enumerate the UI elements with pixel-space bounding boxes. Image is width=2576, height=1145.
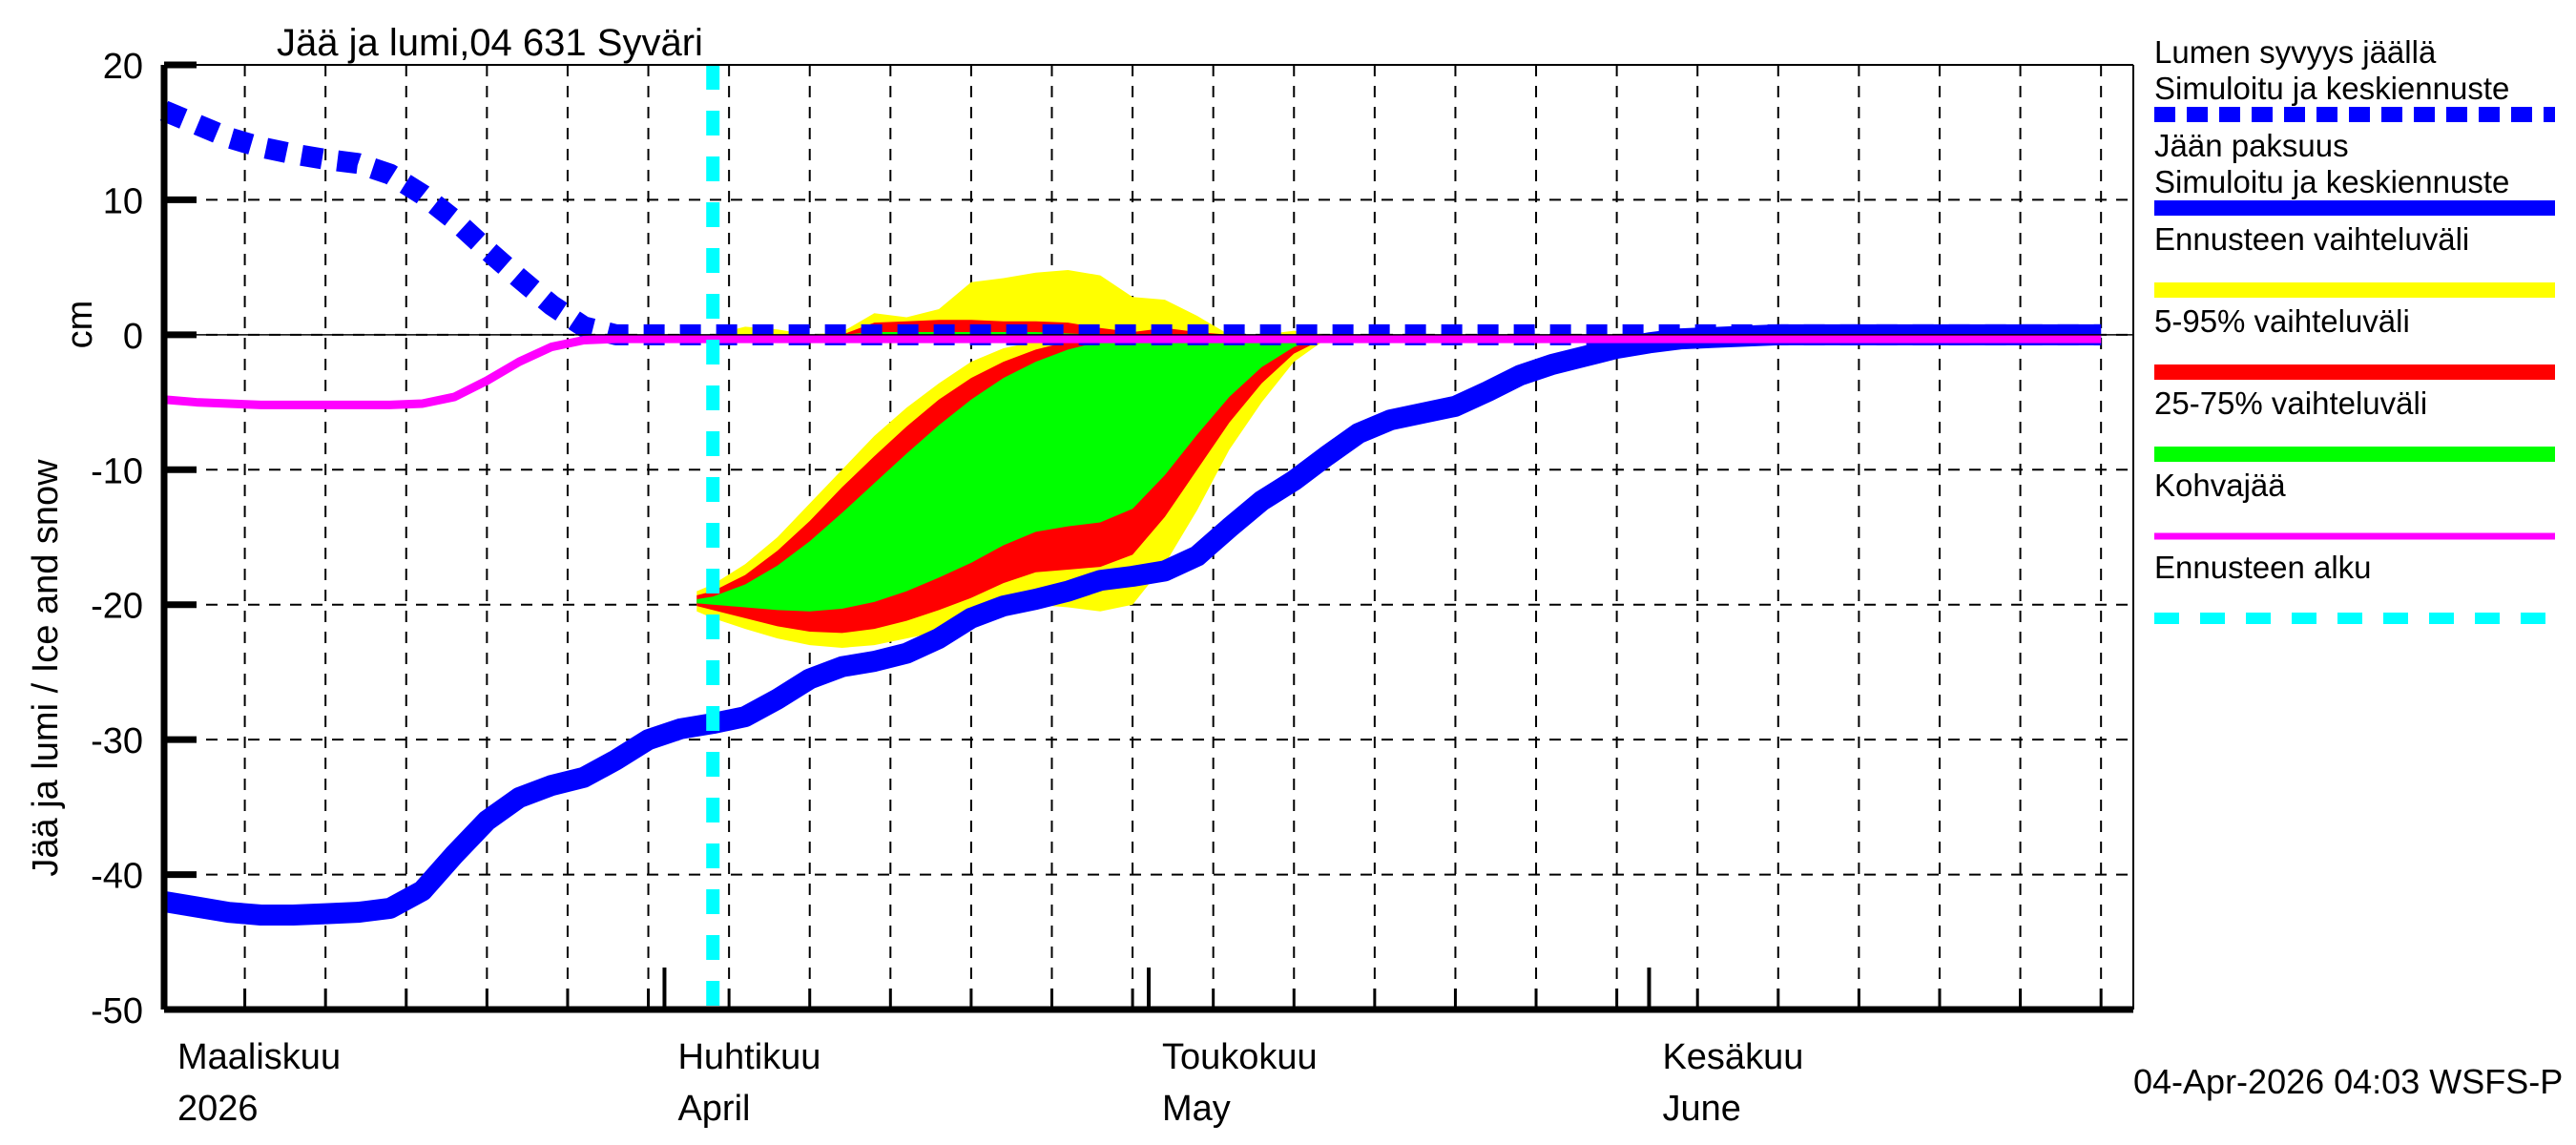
y-tick-label: 10 bbox=[103, 181, 143, 221]
y-tick-label: -10 bbox=[91, 451, 143, 491]
legend-title-2: Ennusteen vaihteluväli bbox=[2154, 221, 2469, 257]
legend-title-4: 25-75% vaihteluväli bbox=[2154, 385, 2427, 421]
y-tick-label: -30 bbox=[91, 721, 143, 761]
legend-title-0: Lumen syvyys jäällä bbox=[2154, 34, 2437, 70]
x-month-label-fi: Toukokuu bbox=[1162, 1037, 1318, 1077]
x-month-label-en: April bbox=[677, 1089, 750, 1129]
legend-subtitle-1: Simuloitu ja keskiennuste bbox=[2154, 164, 2509, 199]
y-axis-unit: cm bbox=[60, 301, 100, 349]
x-month-label-en: May bbox=[1162, 1089, 1231, 1129]
snow-forecast-band-min-max bbox=[696, 269, 1327, 335]
x-month-label-fi: Kesäkuu bbox=[1662, 1037, 1803, 1077]
x-month-label-en: June bbox=[1662, 1089, 1740, 1129]
x-month-label-en: 2026 bbox=[177, 1089, 259, 1129]
y-tick-label: 0 bbox=[123, 317, 143, 357]
footer-timestamp: 04-Apr-2026 04:03 WSFS-P bbox=[2133, 1062, 2563, 1101]
legend-title-3: 5-95% vaihteluväli bbox=[2154, 303, 2410, 339]
y-tick-label: -40 bbox=[91, 857, 143, 897]
x-month-label-fi: Maaliskuu bbox=[177, 1037, 341, 1077]
x-month-label-fi: Huhtikuu bbox=[677, 1037, 821, 1077]
legend-title-1: Jään paksuus bbox=[2154, 128, 2349, 163]
legend-subtitle-0: Simuloitu ja keskiennuste bbox=[2154, 71, 2509, 106]
legend-title-6: Ennusteen alku bbox=[2154, 550, 2372, 585]
y-tick-label: -20 bbox=[91, 587, 143, 627]
chart-title: Jää ja lumi,04 631 Syväri bbox=[277, 22, 703, 64]
legend-title-5: Kohvajää bbox=[2154, 468, 2286, 503]
y-tick-label: -50 bbox=[91, 991, 143, 1031]
ice-forecast-band-p25-75 bbox=[696, 336, 1327, 612]
y-tick-label: 20 bbox=[103, 47, 143, 87]
series-kohvajaa bbox=[163, 334, 2102, 409]
y-axis-label: Jää ja lumi / Ice and snow bbox=[26, 459, 66, 877]
